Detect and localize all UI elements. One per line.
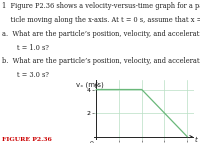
Text: a.  What are the particle’s position, velocity, and acceleration at: a. What are the particle’s position, vel…	[2, 30, 200, 38]
Text: t = 3.0 s?: t = 3.0 s?	[2, 71, 49, 79]
Text: t (s): t (s)	[195, 136, 200, 143]
Text: vₓ (m/s): vₓ (m/s)	[76, 81, 103, 88]
Text: b.  What are the particle’s position, velocity, and acceleration at: b. What are the particle’s position, vel…	[2, 57, 200, 65]
Text: ticle moving along the x-axis. At t = 0 s, assume that x = 0 m.: ticle moving along the x-axis. At t = 0 …	[2, 16, 200, 24]
Text: FIGURE P2.36: FIGURE P2.36	[2, 137, 52, 142]
Text: 0: 0	[89, 141, 93, 143]
Text: 1  Figure P2.36 shows a velocity-versus-time graph for a par-: 1 Figure P2.36 shows a velocity-versus-t…	[2, 2, 200, 10]
Text: t = 1.0 s?: t = 1.0 s?	[2, 44, 49, 51]
